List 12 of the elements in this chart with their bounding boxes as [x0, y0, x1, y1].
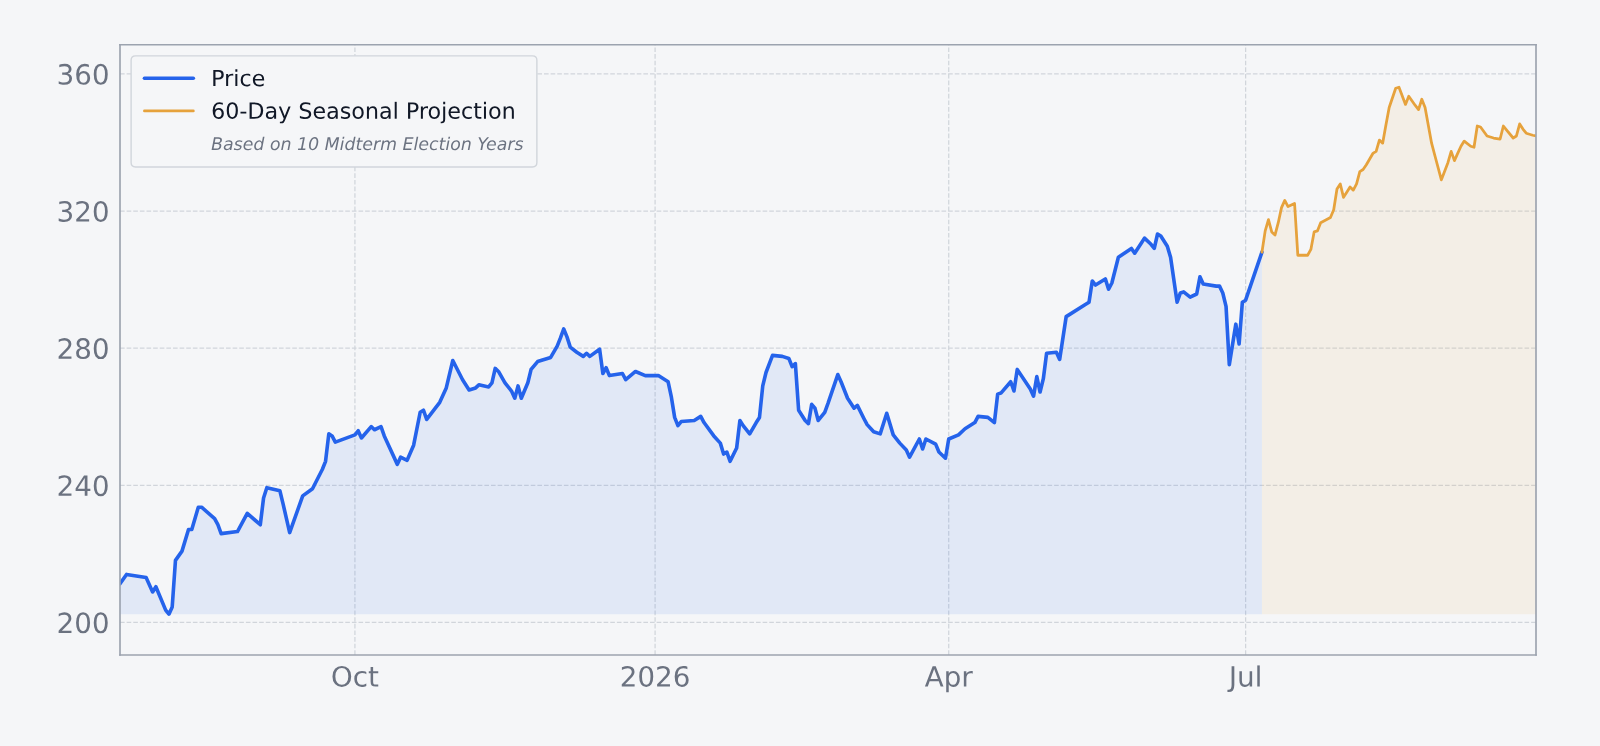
x-tick-label: Oct — [332, 665, 379, 687]
legend-label: 60-Day Seasonal Projection — [212, 101, 514, 124]
y-tick-label: 360 — [58, 63, 108, 85]
y-tick-label: 240 — [58, 475, 108, 497]
y-tick-label: 320 — [58, 200, 108, 222]
legend-label: Price — [213, 69, 265, 87]
x-tick-label: 2026 — [621, 665, 689, 687]
y-tick-label: 280 — [58, 338, 108, 360]
x-tick-label: Jul — [1227, 665, 1260, 693]
text: Based on 10 Midterm Election Years — [211, 136, 524, 151]
x-tick-label: Apr — [924, 666, 973, 693]
y-tick-label: 200 — [58, 612, 108, 634]
